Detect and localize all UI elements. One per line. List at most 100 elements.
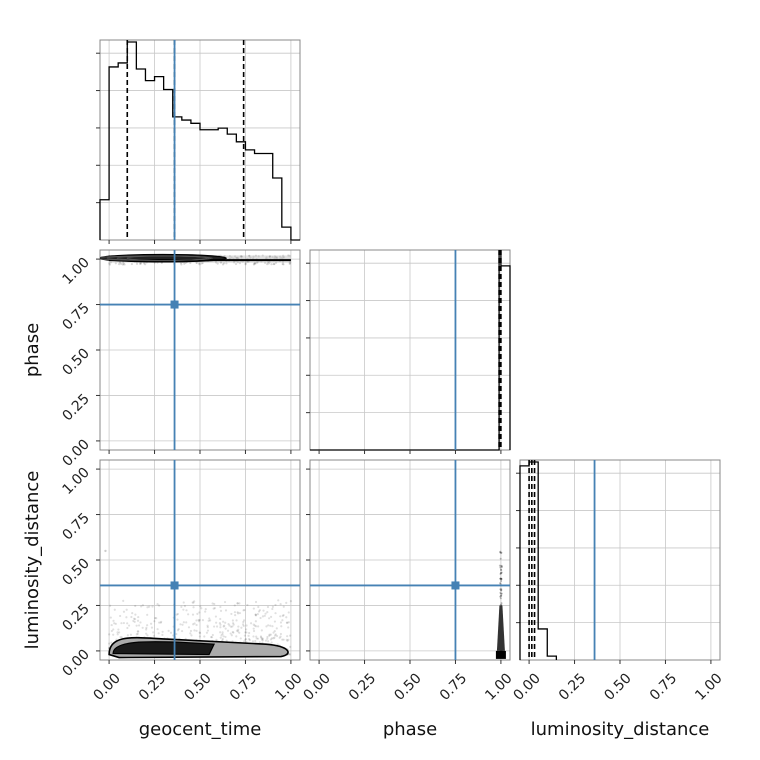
sample-point: [179, 623, 182, 626]
sample-point: [268, 255, 272, 258]
sample-point: [278, 636, 281, 639]
sample-point: [213, 602, 216, 606]
sample-point: [112, 633, 115, 636]
ytick-label-phase: 1.00: [59, 255, 92, 288]
sample-point: [280, 257, 283, 260]
panel-2d-geocent_time-luminosity_distance: [99, 459, 301, 661]
sample-point: [192, 623, 195, 626]
sample-point: [197, 620, 201, 623]
sample-point: [195, 619, 198, 622]
sample-point: [267, 262, 270, 265]
sample-point: [221, 637, 224, 641]
sample-point: [282, 254, 285, 257]
sample-point: [216, 262, 219, 265]
sample-point: [221, 263, 225, 266]
sample-point: [236, 256, 239, 259]
ytick-label-luminosity_distance: 0.00: [59, 646, 92, 679]
sample-point: [235, 635, 238, 638]
sample-point: [241, 623, 245, 626]
sample-point: [248, 254, 251, 257]
sample-point: [167, 629, 170, 632]
sample-point: [221, 631, 224, 634]
sample-point: [207, 619, 210, 622]
sample-point: [195, 629, 198, 632]
sample-point: [281, 638, 284, 641]
sample-point: [260, 629, 263, 632]
panels-layer: [96, 39, 721, 661]
xtick-label-geocent_time: 0.75: [227, 670, 260, 703]
sample-point: [274, 256, 277, 259]
sample-point: [189, 632, 192, 635]
sample-point: [176, 629, 180, 632]
sample-point: [248, 631, 251, 635]
sample-point: [204, 610, 207, 613]
sample-point: [152, 634, 156, 637]
sample-point: [236, 611, 239, 614]
xtick-label-geocent_time: 0.25: [136, 670, 169, 703]
sample-point: [281, 619, 284, 622]
xtick-label-phase: 1.00: [482, 670, 515, 703]
sample-point: [197, 262, 201, 265]
sample-point: [499, 573, 502, 576]
sample-point: [213, 606, 216, 610]
sample-point: [500, 580, 503, 583]
sample-point: [255, 635, 258, 638]
sample-point: [268, 261, 271, 264]
sample-point: [198, 611, 201, 614]
sample-point: [237, 630, 240, 633]
sample-point: [500, 594, 503, 597]
sample-point: [248, 637, 251, 641]
sample-point: [287, 611, 290, 614]
sample-point: [138, 262, 142, 265]
sample-point: [120, 622, 123, 625]
sample-point: [500, 602, 503, 605]
sample-point: [232, 631, 235, 634]
sample-point: [116, 631, 119, 634]
sample-point: [252, 627, 255, 630]
sample-point: [220, 634, 223, 637]
sample-point: [211, 633, 214, 637]
sample-point: [198, 618, 201, 622]
sample-point: [266, 260, 270, 264]
sample-point: [244, 263, 247, 266]
ytick-label-phase: 0.25: [59, 391, 92, 424]
sample-point: [499, 595, 502, 598]
sample-point: [275, 257, 279, 260]
tick-labels-layer: 0.00 0.25 0.50 0.75 1.000.00 0.25 0.50 0.75 1.00…: [59, 240, 726, 704]
sample-point: [235, 619, 238, 622]
sample-point: [500, 565, 503, 568]
sample-point: [271, 605, 274, 608]
sample-point: [182, 621, 185, 624]
sample-point: [175, 632, 178, 636]
sample-point: [182, 601, 185, 604]
sample-point: [240, 255, 243, 258]
sample-point: [126, 626, 129, 630]
sample-point: [132, 619, 135, 623]
sample-point: [271, 607, 274, 611]
panel-2d-geocent_time-phase: [99, 249, 301, 451]
sample-point: [239, 637, 242, 640]
sample-point: [176, 612, 179, 616]
sample-point: [260, 638, 264, 641]
sample-point: [154, 617, 157, 620]
sample-point: [500, 592, 503, 595]
sample-point: [119, 614, 122, 618]
sample-point: [499, 551, 502, 554]
sample-point: [180, 605, 183, 608]
sample-point: [260, 637, 264, 640]
sample-point: [198, 631, 201, 634]
sample-point: [137, 624, 141, 627]
sample-point: [273, 636, 276, 639]
sample-point: [275, 627, 278, 630]
sample-point: [285, 638, 288, 641]
truth-marker: [451, 581, 460, 590]
sample-point: [269, 624, 272, 627]
sample-point: [158, 621, 161, 624]
sample-point: [108, 642, 111, 645]
sample-point: [232, 261, 236, 264]
sample-point: [109, 261, 113, 264]
sample-point: [500, 571, 503, 574]
sample-point: [191, 601, 194, 604]
sample-point: [215, 625, 219, 628]
sample-point: [175, 613, 178, 616]
